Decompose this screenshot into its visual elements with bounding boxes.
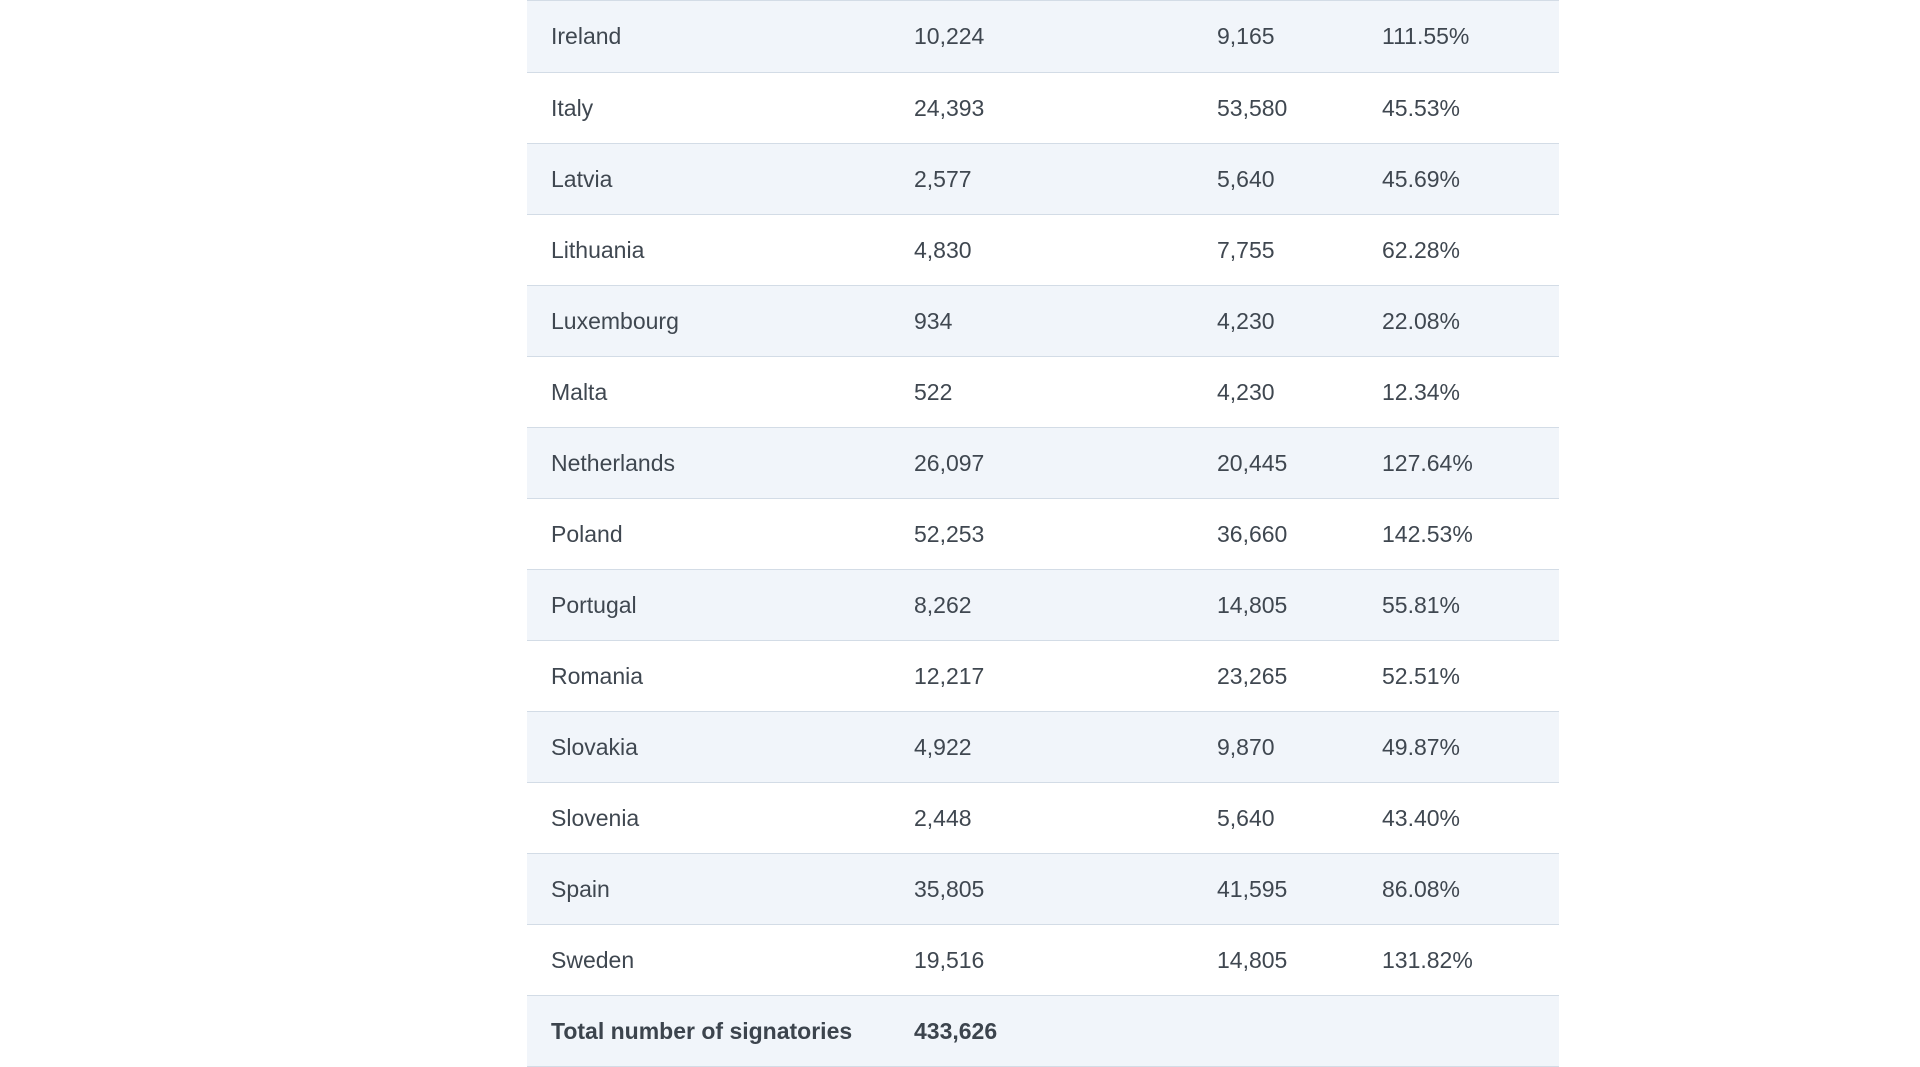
signatories-cell: 934 [914,285,1217,357]
signatories-cell: 4,830 [914,214,1217,286]
threshold-cell: 5,640 [1217,143,1382,215]
country-cell: Romania [527,640,914,712]
table-row: Sweden 19,516 14,805 131.82% [527,924,1559,996]
table-row: Latvia 2,577 5,640 45.69% [527,143,1559,215]
threshold-cell: 9,165 [1217,0,1382,73]
table-row: Slovenia 2,448 5,640 43.40% [527,782,1559,854]
table-body: Ireland 10,224 9,165 111.55% Italy 24,39… [527,0,1559,1067]
threshold-cell: 5,640 [1217,782,1382,854]
threshold-cell: 4,230 [1217,356,1382,428]
country-cell: Ireland [527,0,914,73]
signatories-table: Ireland 10,224 9,165 111.55% Italy 24,39… [527,0,1559,1067]
table-row: Ireland 10,224 9,165 111.55% [527,0,1559,73]
table-row: Lithuania 4,830 7,755 62.28% [527,214,1559,286]
percentage-cell: 131.82% [1382,924,1559,996]
empty-cell [1217,995,1382,1067]
total-label: Total number of signatories [527,995,914,1067]
threshold-cell: 14,805 [1217,569,1382,641]
country-cell: Slovakia [527,711,914,783]
threshold-cell: 20,445 [1217,427,1382,499]
country-cell: Spain [527,853,914,925]
table-row: Luxembourg 934 4,230 22.08% [527,285,1559,357]
threshold-cell: 53,580 [1217,72,1382,144]
percentage-cell: 45.53% [1382,72,1559,144]
table-row: Malta 522 4,230 12.34% [527,356,1559,428]
signatories-cell: 52,253 [914,498,1217,570]
percentage-cell: 55.81% [1382,569,1559,641]
signatories-cell: 8,262 [914,569,1217,641]
country-cell: Slovenia [527,782,914,854]
empty-cell [1382,995,1559,1067]
signatories-cell: 2,448 [914,782,1217,854]
signatories-cell: 24,393 [914,72,1217,144]
table-row: Portugal 8,262 14,805 55.81% [527,569,1559,641]
country-cell: Poland [527,498,914,570]
signatories-cell: 4,922 [914,711,1217,783]
signatories-table-container: Ireland 10,224 9,165 111.55% Italy 24,39… [527,0,1559,1067]
percentage-cell: 45.69% [1382,143,1559,215]
table-row: Romania 12,217 23,265 52.51% [527,640,1559,712]
threshold-cell: 4,230 [1217,285,1382,357]
table-row: Slovakia 4,922 9,870 49.87% [527,711,1559,783]
table-row: Italy 24,393 53,580 45.53% [527,72,1559,144]
signatories-cell: 12,217 [914,640,1217,712]
total-value: 433,626 [914,995,1217,1067]
country-cell: Malta [527,356,914,428]
signatories-cell: 19,516 [914,924,1217,996]
percentage-cell: 52.51% [1382,640,1559,712]
percentage-cell: 142.53% [1382,498,1559,570]
table-row: Spain 35,805 41,595 86.08% [527,853,1559,925]
signatories-cell: 26,097 [914,427,1217,499]
country-cell: Latvia [527,143,914,215]
signatories-cell: 10,224 [914,0,1217,73]
threshold-cell: 14,805 [1217,924,1382,996]
percentage-cell: 127.64% [1382,427,1559,499]
signatories-cell: 2,577 [914,143,1217,215]
table-row: Netherlands 26,097 20,445 127.64% [527,427,1559,499]
percentage-cell: 111.55% [1382,0,1559,73]
threshold-cell: 36,660 [1217,498,1382,570]
percentage-cell: 62.28% [1382,214,1559,286]
total-row: Total number of signatories 433,626 [527,995,1559,1067]
country-cell: Italy [527,72,914,144]
threshold-cell: 7,755 [1217,214,1382,286]
percentage-cell: 43.40% [1382,782,1559,854]
country-cell: Lithuania [527,214,914,286]
table-row: Poland 52,253 36,660 142.53% [527,498,1559,570]
percentage-cell: 22.08% [1382,285,1559,357]
signatories-cell: 522 [914,356,1217,428]
country-cell: Portugal [527,569,914,641]
country-cell: Sweden [527,924,914,996]
country-cell: Luxembourg [527,285,914,357]
threshold-cell: 41,595 [1217,853,1382,925]
threshold-cell: 9,870 [1217,711,1382,783]
percentage-cell: 49.87% [1382,711,1559,783]
threshold-cell: 23,265 [1217,640,1382,712]
country-cell: Netherlands [527,427,914,499]
signatories-cell: 35,805 [914,853,1217,925]
percentage-cell: 12.34% [1382,356,1559,428]
percentage-cell: 86.08% [1382,853,1559,925]
